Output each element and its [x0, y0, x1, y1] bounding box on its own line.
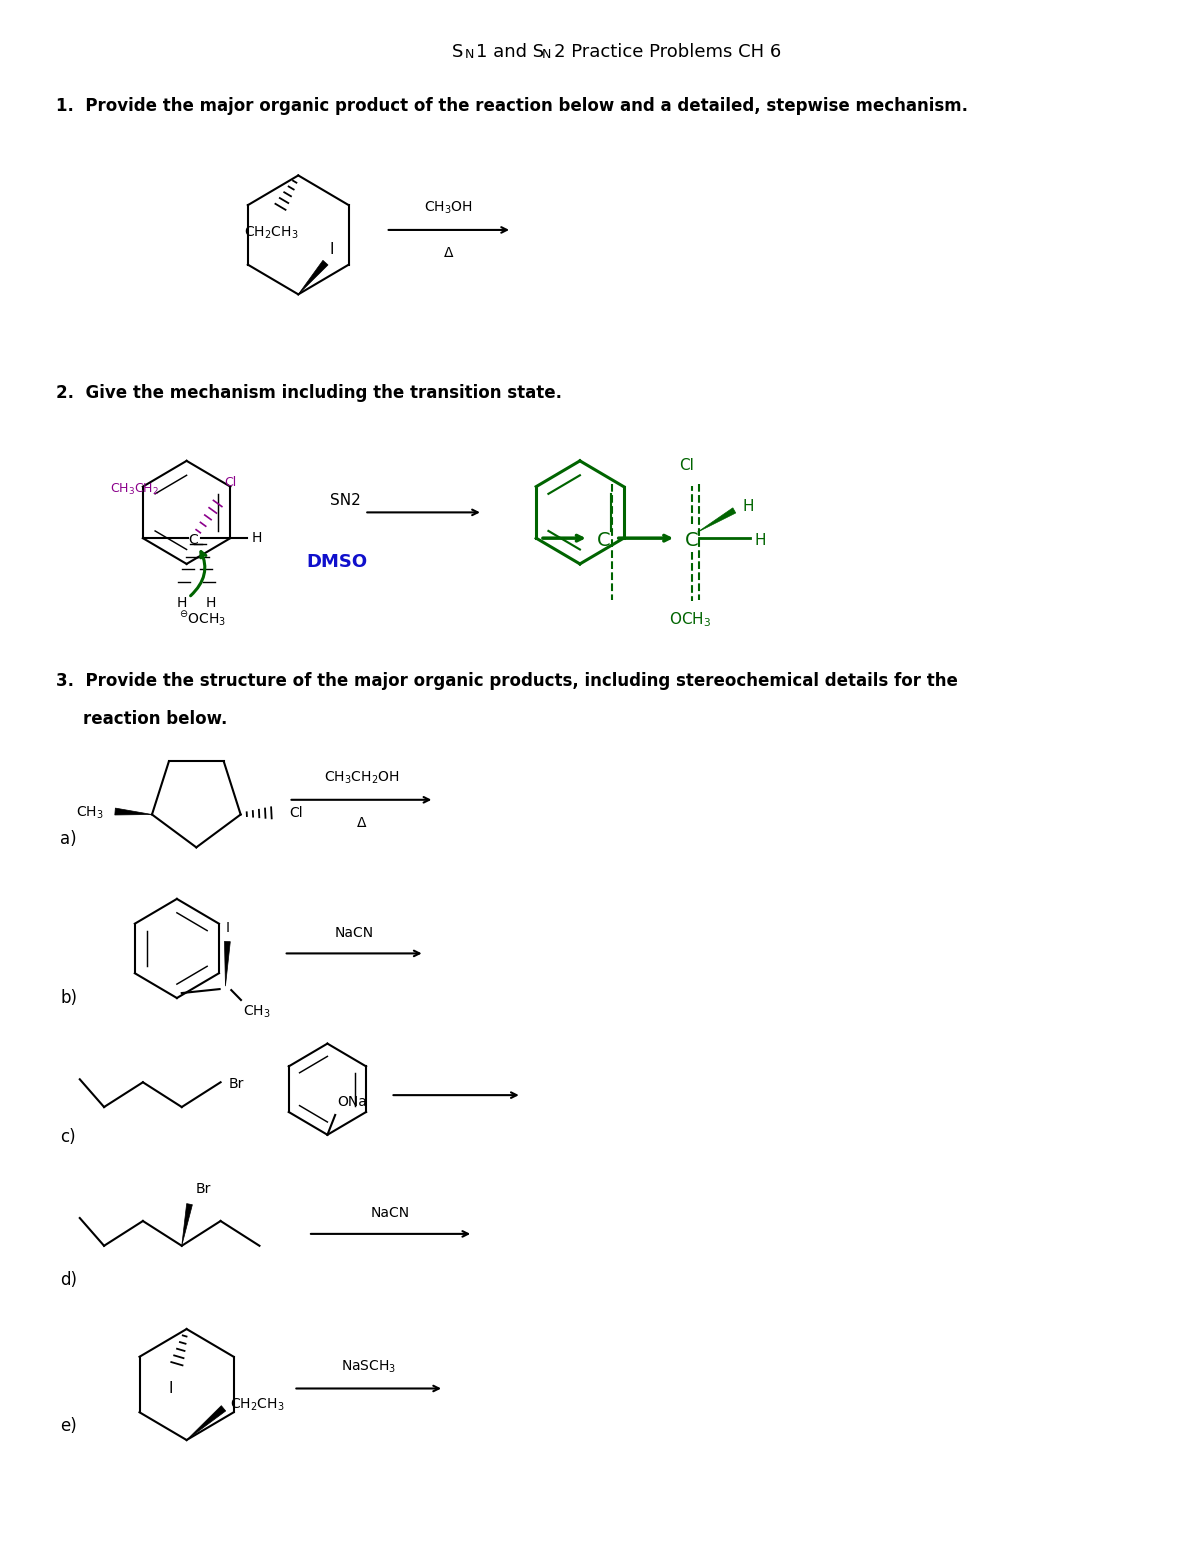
Text: Cl: Cl: [679, 457, 694, 473]
Text: Br: Br: [228, 1078, 244, 1092]
Text: S: S: [451, 42, 463, 61]
Text: C: C: [188, 533, 198, 547]
Polygon shape: [224, 941, 230, 986]
Text: Δ: Δ: [444, 246, 454, 260]
Text: NaSCH$_3$: NaSCH$_3$: [341, 1358, 396, 1375]
Text: 1 and S: 1 and S: [476, 42, 544, 61]
Text: Cl: Cl: [224, 476, 236, 488]
Text: 3.  Provide the structure of the major organic products, including stereochemica: 3. Provide the structure of the major or…: [55, 672, 958, 690]
Text: H: H: [205, 596, 216, 610]
Polygon shape: [187, 1406, 226, 1440]
Text: H: H: [252, 532, 262, 546]
Text: H: H: [755, 533, 766, 547]
Text: Cl: Cl: [289, 805, 302, 819]
Text: CH$_2$CH$_3$: CH$_2$CH$_3$: [230, 1396, 284, 1412]
Text: N: N: [464, 48, 474, 61]
Text: 1.  Provide the major organic product of the reaction below and a detailed, step: 1. Provide the major organic product of …: [55, 96, 967, 115]
Text: ONa: ONa: [337, 1095, 367, 1109]
Text: H: H: [742, 499, 754, 515]
Text: Δ: Δ: [356, 816, 366, 830]
Polygon shape: [115, 809, 152, 815]
Text: CH$_3$CH$_2$: CH$_3$CH$_2$: [110, 482, 160, 496]
Polygon shape: [697, 508, 736, 532]
Text: I: I: [329, 241, 334, 257]
Text: $^{\ominus}$OCH$_3$: $^{\ominus}$OCH$_3$: [180, 610, 227, 628]
Text: Br: Br: [196, 1182, 211, 1196]
Text: e): e): [60, 1417, 77, 1435]
Text: CH$_3$CH$_2$OH: CH$_3$CH$_2$OH: [324, 770, 400, 785]
Text: 2.  Give the mechanism including the transition state.: 2. Give the mechanism including the tran…: [55, 384, 562, 403]
Text: I: I: [169, 1381, 173, 1395]
Text: CH$_2$CH$_3$: CH$_2$CH$_3$: [244, 225, 299, 241]
Text: I: I: [226, 921, 229, 935]
Text: SN2: SN2: [330, 493, 360, 508]
Text: a): a): [60, 830, 77, 849]
Text: N: N: [542, 48, 552, 61]
Text: reaction below.: reaction below.: [83, 709, 227, 728]
Polygon shape: [181, 1204, 192, 1246]
Text: OCH$_3$: OCH$_3$: [668, 611, 710, 630]
Text: b): b): [60, 989, 77, 1008]
Text: CH$_3$OH: CH$_3$OH: [425, 199, 473, 216]
Text: C: C: [685, 530, 698, 549]
Text: CH$_3$: CH$_3$: [242, 1005, 270, 1020]
Polygon shape: [299, 260, 328, 294]
Text: c): c): [60, 1127, 76, 1146]
Text: CH$_3$: CH$_3$: [76, 804, 103, 821]
Text: H: H: [176, 596, 187, 610]
Text: DMSO: DMSO: [306, 554, 367, 571]
Text: NaCN: NaCN: [335, 925, 373, 939]
Text: C: C: [598, 530, 611, 549]
Text: 2 Practice Problems CH 6: 2 Practice Problems CH 6: [553, 42, 781, 61]
Text: d): d): [60, 1272, 77, 1289]
Text: NaCN: NaCN: [371, 1207, 410, 1221]
